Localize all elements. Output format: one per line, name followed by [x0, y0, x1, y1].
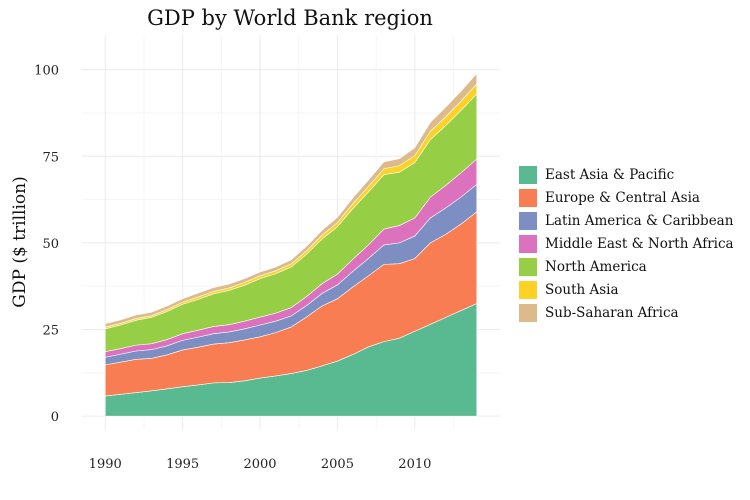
axes: 0 25 50 75 100 1990 1995 2000 2005 2010 — [34, 64, 431, 472]
legend-swatch — [518, 233, 538, 254]
legend-item: North America — [518, 255, 734, 278]
stacked-areas — [104, 72, 478, 417]
y-tick-label: 0 — [51, 410, 59, 425]
y-tick-label: 25 — [42, 324, 59, 339]
legend-item: Latin America & Caribbean — [518, 209, 734, 232]
legend-item: South Asia — [518, 278, 734, 301]
x-tick-label: 2010 — [398, 457, 431, 472]
x-tick-label: 2005 — [321, 457, 354, 472]
legend-swatch — [518, 302, 538, 323]
legend-swatch — [518, 210, 538, 231]
legend-item: Middle East & North Africa — [518, 232, 734, 255]
x-tick-label: 1995 — [166, 457, 199, 472]
legend-label: Europe & Central Asia — [545, 189, 700, 206]
y-axis-label: GDP ($ trillion) — [10, 176, 30, 307]
y-tick-label: 75 — [42, 150, 59, 165]
legend-label: North America — [545, 258, 647, 275]
legend-label: Latin America & Caribbean — [545, 212, 734, 229]
legend-swatch — [518, 187, 538, 208]
y-tick-label: 50 — [42, 237, 59, 252]
legend-label: East Asia & Pacific — [545, 166, 675, 183]
x-tick-label: 2000 — [243, 457, 276, 472]
x-tick-label: 1990 — [89, 457, 122, 472]
legend-label: Middle East & North Africa — [545, 235, 734, 252]
legend-swatch — [518, 164, 538, 185]
legend-label: South Asia — [545, 281, 619, 298]
y-tick-label: 100 — [34, 64, 59, 79]
legend-item: Europe & Central Asia — [518, 186, 734, 209]
chart-title: GDP by World Bank region — [147, 6, 433, 30]
legend-label: Sub-Saharan Africa — [545, 304, 679, 321]
area-series-sub-saharan-africa — [104, 72, 478, 328]
legend-swatch — [518, 256, 538, 277]
legend-item: East Asia & Pacific — [518, 163, 734, 186]
legend-swatch — [518, 279, 538, 300]
chart-legend: East Asia & Pacific Europe & Central Asia… — [518, 163, 734, 324]
legend-item: Sub-Saharan Africa — [518, 301, 734, 324]
